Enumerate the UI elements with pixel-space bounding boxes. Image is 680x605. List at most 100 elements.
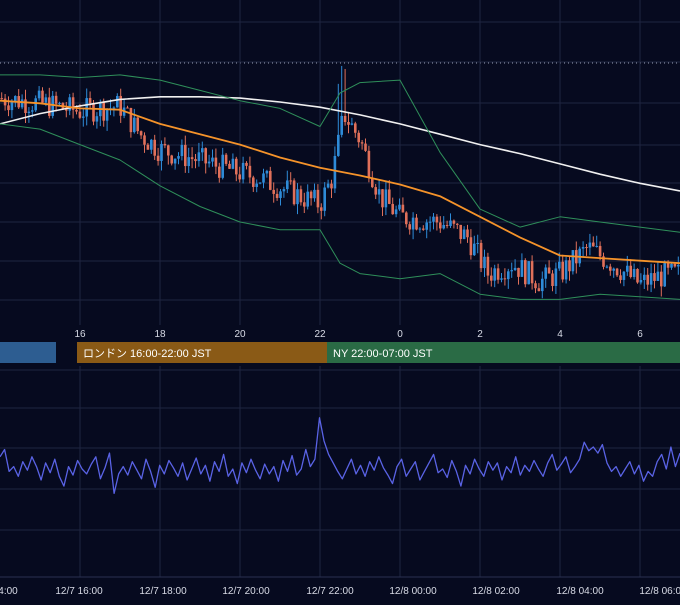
candle-body [350, 123, 354, 125]
candle-body [524, 260, 527, 285]
candle-body [224, 154, 228, 164]
candle-body [452, 220, 456, 224]
candle-body [347, 121, 350, 125]
candle-body [14, 96, 17, 102]
candle-body [513, 267, 517, 271]
candle-body [670, 263, 673, 268]
oscillator-plot [0, 417, 680, 495]
candle-body [581, 247, 585, 249]
candle-body [401, 204, 405, 213]
candle-body [0, 98, 3, 100]
candle-body [544, 267, 547, 279]
candle-body [71, 97, 75, 110]
candle-body [163, 143, 167, 146]
sma-line [0, 96, 680, 192]
candle-body [218, 166, 221, 178]
candle-body [78, 111, 82, 118]
oscillator-line [0, 417, 680, 495]
candle-body [537, 288, 541, 292]
candle-body [663, 263, 666, 287]
candle-body [75, 109, 78, 112]
candle-body [585, 247, 588, 249]
candle-body [258, 182, 262, 184]
candle-body [510, 270, 513, 272]
candle-body [428, 221, 432, 223]
candle-body [187, 157, 190, 167]
candle-body [272, 189, 275, 194]
candle-body [112, 107, 116, 109]
oscillator-x-tick-label: 12/8 00:00 [389, 586, 437, 597]
candle-body [442, 225, 445, 229]
candle-body [367, 150, 371, 178]
candle-body [371, 177, 374, 188]
candle-body [85, 98, 88, 117]
candle-body [598, 245, 602, 257]
candle-body [3, 98, 7, 106]
candle-body [204, 148, 207, 164]
candle-body [639, 279, 643, 283]
candle-body [173, 158, 177, 164]
candle-body [558, 261, 561, 269]
candle-body [405, 212, 408, 225]
candle-body [82, 116, 85, 118]
candle-body [483, 256, 486, 269]
candle-body [20, 99, 24, 108]
candle-body [105, 109, 109, 121]
candle-body [388, 189, 391, 204]
candle-body [201, 148, 204, 153]
candle-body [677, 264, 680, 267]
candle-body [241, 162, 245, 180]
candle-body [418, 228, 422, 230]
candle-body [58, 103, 61, 105]
session-ny-band [327, 342, 680, 363]
candle-body [197, 152, 201, 162]
candle-body [313, 189, 316, 199]
candle-body [653, 273, 656, 281]
candle-body [445, 225, 449, 227]
x-tick-label: 4 [557, 329, 563, 340]
candle-body [102, 102, 105, 121]
x-tick-label: 18 [154, 329, 166, 340]
candle-body [422, 228, 425, 230]
candle-body [323, 187, 326, 211]
candle-body [595, 245, 598, 247]
candle-body [180, 144, 184, 157]
candle-body [228, 163, 231, 169]
candle-body [609, 266, 612, 271]
candle-body [282, 189, 286, 192]
oscillator-x-tick-label: 12/8 02:00 [472, 586, 520, 597]
oscillator-x-tick-label: 12/8 04:00 [556, 586, 604, 597]
candle-body [449, 220, 452, 226]
candle-body [456, 223, 459, 225]
candle-body [626, 265, 629, 272]
candle-body [153, 139, 156, 156]
candle-body [190, 157, 194, 160]
candle-body [561, 261, 564, 280]
candle-body [551, 273, 554, 287]
candle-body [177, 156, 180, 159]
candle-body [673, 263, 677, 267]
bollinger-upper-line [0, 74, 680, 233]
candle-body [27, 111, 31, 114]
candle-body [160, 143, 163, 161]
candle-body [374, 187, 377, 195]
main-chart-grid [0, 0, 680, 325]
candle-body [51, 95, 54, 116]
candle-body [95, 116, 99, 122]
candle-body [150, 139, 153, 150]
candle-body [666, 263, 670, 268]
candle-body [466, 229, 469, 238]
candle-body [435, 216, 439, 223]
candle-body [602, 256, 605, 267]
candle-body [343, 115, 347, 122]
candle-body [527, 261, 530, 285]
session-ny-label: NY 22:00-07:00 JST [333, 348, 433, 360]
candle-body [133, 117, 136, 133]
candle-body [44, 97, 48, 103]
candle-body [411, 217, 415, 230]
candle-body [255, 183, 258, 187]
x-tick-label: 6 [637, 329, 643, 340]
candle-body [245, 162, 248, 166]
session-london-band [77, 342, 327, 363]
